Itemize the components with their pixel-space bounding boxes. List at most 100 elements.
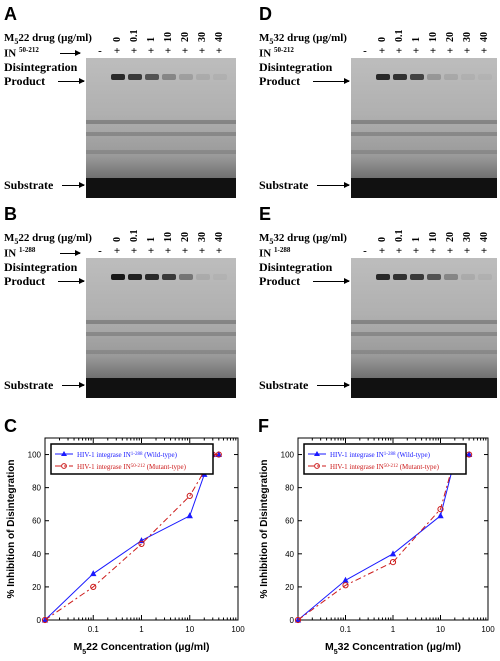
enzyme-label: IN 1-288 [4,246,36,260]
substrate-band [351,378,497,398]
gel-background-band [86,350,236,354]
drug-label: M532 drug (µg/ml) [259,232,347,247]
product-band [145,74,159,80]
panel-letter-c: C [4,416,17,436]
x-tick-label: 0.1 [88,625,100,634]
x-tick-label: 1 [139,625,144,634]
enzyme-sign: + [113,45,121,57]
panel-letter: E [259,204,272,224]
enzyme-sign: + [378,245,386,257]
product-band [196,274,210,280]
concentration-label: 40 [479,32,490,42]
enzyme-sign: + [147,45,155,57]
gel-background-band [351,132,497,136]
substrate-arrow [317,382,350,388]
product-band [128,74,142,80]
y-tick-label: 40 [32,550,41,559]
concentration-label: 30 [462,232,473,242]
substrate-band [351,178,497,198]
enzyme-label: IN 50-212 [259,46,294,60]
product-band [179,74,193,80]
gel-image [86,58,236,198]
drug-label: M522 drug (µg/ml) [4,232,92,247]
product-band [162,274,176,280]
series-line [297,454,470,621]
enzyme-sign: + [378,45,386,57]
product-band [179,274,193,280]
enzyme-sign: + [463,45,471,57]
x-tick-label: 100 [481,625,495,634]
gel-background-band [351,350,497,354]
product-label: Disintegration [4,60,78,74]
data-point [294,616,302,624]
concentration-label: 0.1 [394,29,405,43]
legend-label: HIV-1 integrase IN1-288 (Wild-type) [330,451,431,459]
legend-label: HIV-1 integrase IN50-212 (Mutant-type) [330,463,440,471]
enzyme-sign: + [429,45,437,57]
concentration-label: 10 [428,232,439,242]
product-label: Product [4,274,46,288]
enzyme-sign: + [130,245,138,257]
enzyme-sign: + [130,45,138,57]
product-band [393,274,407,280]
enzyme-sign: + [164,245,172,257]
drug-label: M522 drug (µg/ml) [4,32,92,47]
product-band [461,274,475,280]
gel-background-band [351,320,497,324]
data-point [342,576,349,583]
concentration-label: 20 [445,32,456,42]
concentration-label: 0.1 [394,229,405,243]
legend-label: HIV-1 integrase IN1-288 (Wild-type) [77,451,178,459]
enzyme-sign: + [395,245,403,257]
drug-label: M532 drug (µg/ml) [259,32,347,47]
substrate-band [86,178,236,198]
concentration-label: 0.1 [129,29,140,43]
y-tick-label: 80 [32,484,41,493]
enzyme-sign: - [98,245,102,257]
y-tick-label: 20 [285,583,294,592]
product-label: Disintegration [259,260,333,274]
enzyme-sign: + [412,45,420,57]
substrate-arrow [62,382,85,388]
product-band [111,274,125,280]
concentration-label: 40 [214,32,225,42]
series-line [44,454,219,621]
substrate-label: Substrate [259,378,309,392]
panel-letter-f: F [258,416,269,436]
y-tick-label: 60 [32,517,41,526]
x-tick-label: 1 [391,625,396,634]
gel-background-band [86,120,236,124]
product-arrow [313,78,350,84]
data-point [41,616,49,624]
substrate-arrow [62,182,85,188]
data-point [186,492,193,500]
concentration-label: 0 [112,237,123,242]
product-arrow [58,78,85,84]
data-point [437,512,444,519]
y-tick-label: 0 [290,616,295,625]
data-point [389,558,397,566]
data-point [342,582,349,589]
concentration-label: 0 [377,237,388,242]
gel-image [86,258,236,398]
product-band [444,74,458,80]
enzyme-label: IN 50-212 [4,46,39,60]
x-axis-label: M522 Concentration (µg/ml) [74,641,210,656]
data-point [389,550,397,557]
substrate-label: Substrate [259,178,309,192]
gel-background-band [351,120,497,124]
enzyme-sign: + [215,245,223,257]
product-band [111,74,125,80]
substrate-band [86,378,236,398]
data-point [90,570,97,577]
concentration-label: 0 [112,37,123,42]
y-tick-label: 40 [285,550,294,559]
enzyme-sign: + [147,245,155,257]
concentration-label: 30 [197,232,208,242]
y-tick-label: 100 [28,451,42,460]
data-point [465,451,473,458]
legend-marker [314,463,320,469]
concentration-label: 1 [411,237,422,242]
gel-background-band [86,320,236,324]
product-label: Disintegration [4,260,78,274]
